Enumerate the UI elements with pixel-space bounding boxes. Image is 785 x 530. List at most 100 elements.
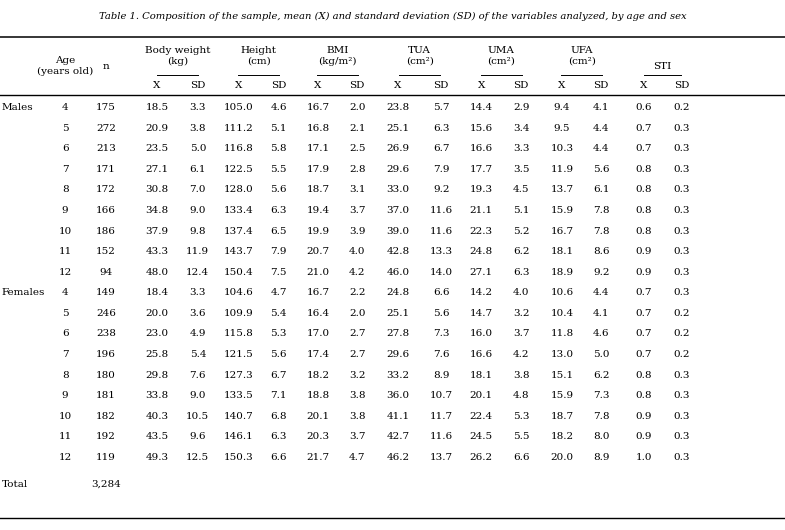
Text: 213: 213 [96, 144, 116, 153]
Text: TUA
(cm²): TUA (cm²) [406, 47, 433, 66]
Text: 21.1: 21.1 [469, 206, 493, 215]
Text: 6: 6 [62, 144, 68, 153]
Text: 8.6: 8.6 [593, 247, 610, 256]
Text: 19.4: 19.4 [306, 206, 330, 215]
Text: Body weight
(kg): Body weight (kg) [144, 47, 210, 66]
Text: 137.4: 137.4 [224, 227, 254, 236]
Text: 27.1: 27.1 [145, 165, 169, 174]
Text: 21.0: 21.0 [306, 268, 330, 277]
Text: 16.0: 16.0 [469, 330, 493, 339]
Text: 5.0: 5.0 [189, 144, 206, 153]
Text: 272: 272 [96, 124, 116, 133]
Text: 5.8: 5.8 [270, 144, 287, 153]
Text: 7.8: 7.8 [593, 412, 610, 421]
Text: 39.0: 39.0 [386, 227, 410, 236]
Text: 5: 5 [62, 309, 68, 318]
Text: 25.1: 25.1 [386, 124, 410, 133]
Text: 5.5: 5.5 [513, 432, 530, 441]
Text: 18.2: 18.2 [550, 432, 574, 441]
Text: 14.0: 14.0 [429, 268, 453, 277]
Text: 5.7: 5.7 [433, 103, 450, 112]
Text: 16.6: 16.6 [469, 144, 493, 153]
Text: 16.6: 16.6 [469, 350, 493, 359]
Text: 6.3: 6.3 [433, 124, 450, 133]
Text: 9.5: 9.5 [553, 124, 571, 133]
Text: 0.3: 0.3 [673, 370, 690, 379]
Text: 4.4: 4.4 [593, 124, 610, 133]
Text: 133.4: 133.4 [224, 206, 254, 215]
Text: 7.0: 7.0 [189, 186, 206, 195]
Text: 18.7: 18.7 [306, 186, 330, 195]
Text: 11.7: 11.7 [429, 412, 453, 421]
Text: 0.9: 0.9 [635, 432, 652, 441]
Text: 8.9: 8.9 [593, 453, 610, 462]
Text: 11.9: 11.9 [550, 165, 574, 174]
Text: 5.1: 5.1 [513, 206, 530, 215]
Text: 119: 119 [96, 453, 116, 462]
Text: 22.3: 22.3 [469, 227, 493, 236]
Text: 7.8: 7.8 [593, 206, 610, 215]
Text: 5.6: 5.6 [270, 350, 287, 359]
Text: 18.1: 18.1 [550, 247, 574, 256]
Text: 3.8: 3.8 [349, 391, 366, 400]
Text: 29.6: 29.6 [386, 350, 410, 359]
Text: 33.2: 33.2 [386, 370, 410, 379]
Text: 115.8: 115.8 [224, 330, 254, 339]
Text: 25.8: 25.8 [145, 350, 169, 359]
Text: 15.6: 15.6 [469, 124, 493, 133]
Text: 2.5: 2.5 [349, 144, 366, 153]
Text: 0.3: 0.3 [673, 247, 690, 256]
Text: 2.8: 2.8 [349, 165, 366, 174]
Text: 12: 12 [59, 268, 71, 277]
Text: 128.0: 128.0 [224, 186, 254, 195]
Text: 22.4: 22.4 [469, 412, 493, 421]
Text: 0.7: 0.7 [635, 350, 652, 359]
Text: 0.8: 0.8 [635, 391, 652, 400]
Text: 13.3: 13.3 [429, 247, 453, 256]
Text: 4.8: 4.8 [513, 391, 530, 400]
Text: 175: 175 [96, 103, 116, 112]
Text: Table 1. Composition of the sample, mean (X) and standard deviation (SD) of the : Table 1. Composition of the sample, mean… [99, 12, 686, 21]
Text: 0.3: 0.3 [673, 165, 690, 174]
Text: 11.6: 11.6 [429, 432, 453, 441]
Text: 4.1: 4.1 [593, 103, 610, 112]
Text: Total: Total [2, 480, 27, 489]
Text: 4.2: 4.2 [513, 350, 530, 359]
Text: 3.1: 3.1 [349, 186, 366, 195]
Text: 5.2: 5.2 [513, 227, 530, 236]
Text: 20.1: 20.1 [306, 412, 330, 421]
Text: 10.5: 10.5 [186, 412, 210, 421]
Text: 6.2: 6.2 [513, 247, 530, 256]
Text: 27.8: 27.8 [386, 330, 410, 339]
Text: 181: 181 [96, 391, 116, 400]
Text: 192: 192 [96, 432, 116, 441]
Text: Females: Females [2, 288, 45, 297]
Text: 3.8: 3.8 [189, 124, 206, 133]
Text: 49.3: 49.3 [145, 453, 169, 462]
Text: 2.0: 2.0 [349, 103, 366, 112]
Text: 3.8: 3.8 [513, 370, 530, 379]
Text: 9.8: 9.8 [189, 227, 206, 236]
Text: 3.2: 3.2 [349, 370, 366, 379]
Text: 186: 186 [96, 227, 116, 236]
Text: 4.4: 4.4 [593, 144, 610, 153]
Text: 17.4: 17.4 [306, 350, 330, 359]
Text: 13.7: 13.7 [429, 453, 453, 462]
Text: 0.8: 0.8 [635, 186, 652, 195]
Text: 0.7: 0.7 [635, 288, 652, 297]
Text: 14.2: 14.2 [469, 288, 493, 297]
Text: 0.8: 0.8 [635, 165, 652, 174]
Text: 13.0: 13.0 [550, 350, 574, 359]
Text: 19.3: 19.3 [469, 186, 493, 195]
Text: 24.8: 24.8 [469, 247, 493, 256]
Text: 3.5: 3.5 [513, 165, 530, 174]
Text: 10.4: 10.4 [550, 309, 574, 318]
Text: 246: 246 [96, 309, 116, 318]
Text: 24.5: 24.5 [469, 432, 493, 441]
Text: 16.7: 16.7 [306, 288, 330, 297]
Text: 4.7: 4.7 [349, 453, 366, 462]
Text: 18.7: 18.7 [550, 412, 574, 421]
Text: 43.5: 43.5 [145, 432, 169, 441]
Text: 121.5: 121.5 [224, 350, 254, 359]
Text: X: X [558, 81, 566, 90]
